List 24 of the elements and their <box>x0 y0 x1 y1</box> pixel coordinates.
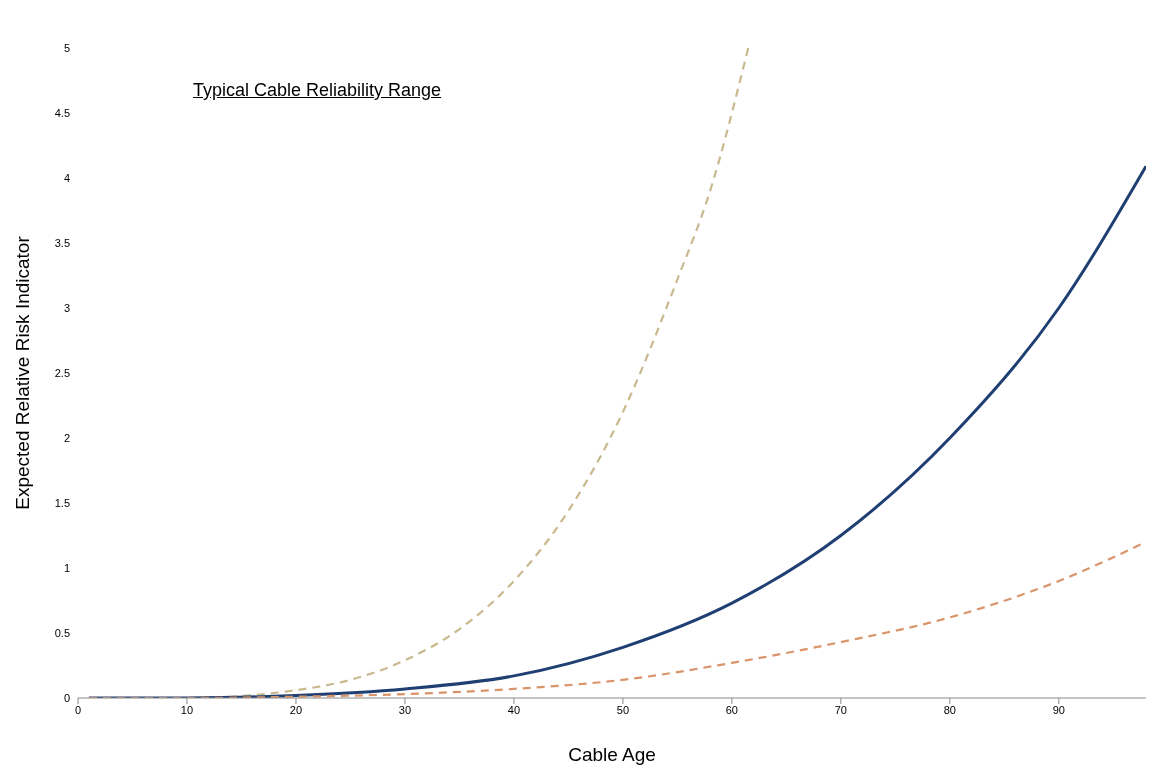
x-tick-label: 90 <box>1052 703 1065 716</box>
y-tick-label: 1 <box>63 561 70 574</box>
y-tick-label: 0 <box>63 691 70 704</box>
x-tick-label: 10 <box>180 703 194 716</box>
y-tick-label: 4 <box>63 171 70 184</box>
x-axis-title: Cable Age <box>568 744 656 765</box>
x-tick-label: 80 <box>943 703 956 716</box>
y-tick-label: 1.5 <box>54 496 70 509</box>
x-tick-label: 60 <box>725 703 738 716</box>
x-tick-label: 30 <box>398 703 412 716</box>
y-tick-label: 3 <box>63 301 70 314</box>
y-axis-title: Expected Relative Risk Indicator <box>11 235 33 510</box>
x-tick-label: 70 <box>834 703 847 716</box>
x-tick-label: 20 <box>289 703 303 716</box>
x-tick-label: 0 <box>74 703 82 716</box>
y-tick-label: 2.5 <box>54 366 70 379</box>
x-tick-label: 40 <box>507 703 521 716</box>
y-tick-label: 5 <box>63 41 70 54</box>
y-tick-label: 3.5 <box>54 236 70 249</box>
x-tick-label: 50 <box>616 703 630 716</box>
y-tick-label: 4.5 <box>54 106 70 119</box>
y-tick-label: 2 <box>63 431 70 444</box>
y-tick-label: 0.5 <box>54 626 70 639</box>
annotation: Typical Cable Reliability Range <box>193 80 442 101</box>
